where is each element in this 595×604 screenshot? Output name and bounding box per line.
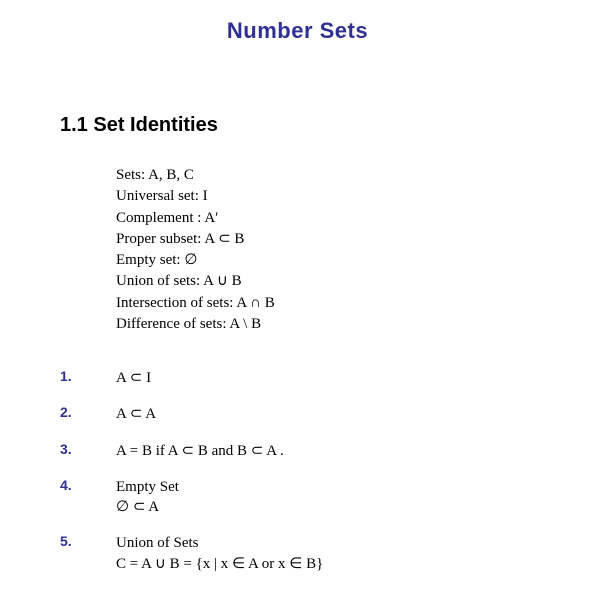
identity-item: 3. A = B if A ⊂ B and B ⊂ A . [60,441,555,461]
identity-body: Union of Sets C = A ∪ B = {x | x ∈ A or … [116,533,323,574]
page-title: Number Sets [40,18,555,44]
identity-body: A ⊂ A [116,404,156,424]
definition-line: Proper subset: A ⊂ B [116,229,555,249]
identity-list: 1. A ⊂ I 2. A ⊂ A 3. A = B if A ⊂ B and … [60,368,555,574]
identity-body: A = B if A ⊂ B and B ⊂ A . [116,441,284,461]
identity-number: 5. [60,533,116,549]
definition-line: Universal set: I [116,186,555,206]
identity-number: 2. [60,404,116,420]
identity-line: A ⊂ A [116,404,156,424]
identity-body: Empty Set ∅ ⊂ A [116,477,179,518]
definition-line: Complement : A′ [116,208,555,228]
identity-line: A ⊂ I [116,368,151,388]
identity-line: Union of Sets [116,533,323,553]
identity-item: 2. A ⊂ A [60,404,555,424]
definitions-block: Sets: A, B, C Universal set: I Complemen… [116,165,555,334]
identity-item: 4. Empty Set ∅ ⊂ A [60,477,555,518]
identity-item: 5. Union of Sets C = A ∪ B = {x | x ∈ A … [60,533,555,574]
definition-line: Empty set: ∅ [116,250,555,270]
identity-number: 3. [60,441,116,457]
definition-line: Difference of sets: A \ B [116,314,555,334]
section-heading: 1.1 Set Identities [60,114,555,137]
definition-line: Intersection of sets: A ∩ B [116,293,555,313]
identity-body: A ⊂ I [116,368,151,388]
definition-line: Sets: A, B, C [116,165,555,185]
identity-line: C = A ∪ B = {x | x ∈ A or x ∈ B} [116,554,323,574]
definition-line: Union of sets: A ∪ B [116,271,555,291]
identity-number: 1. [60,368,116,384]
identity-item: 1. A ⊂ I [60,368,555,388]
identity-number: 4. [60,477,116,493]
identity-line: A = B if A ⊂ B and B ⊂ A . [116,441,284,461]
identity-line: ∅ ⊂ A [116,497,179,517]
identity-line: Empty Set [116,477,179,497]
